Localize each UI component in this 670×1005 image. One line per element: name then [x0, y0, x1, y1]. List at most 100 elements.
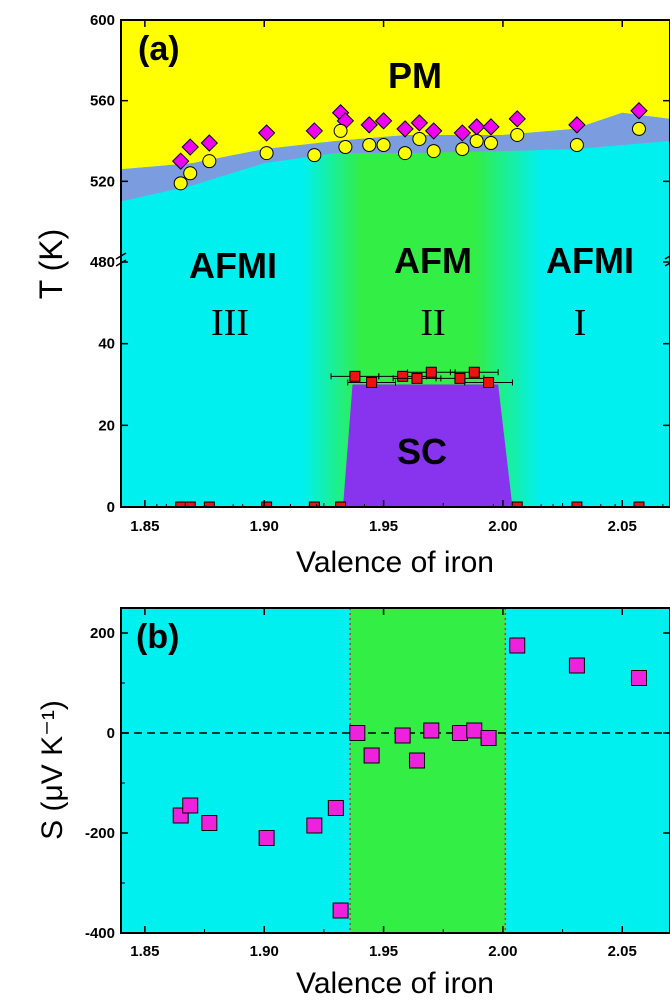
x-tick-label: 2.00 — [488, 518, 517, 535]
circle-point — [483, 136, 498, 151]
diamond-point — [360, 116, 378, 134]
diamond-point — [424, 122, 443, 140]
seebeck-point — [306, 817, 323, 834]
diamond-point — [181, 138, 199, 156]
panel-a-label: (a) — [138, 30, 180, 68]
square-point — [411, 372, 423, 384]
x-tick-label: 1.95 — [369, 943, 398, 960]
circle-point — [455, 142, 470, 157]
y-tick-label: 600 — [90, 12, 115, 29]
circle-point — [510, 127, 525, 142]
circle-point — [569, 138, 584, 153]
diamond-point — [453, 124, 472, 142]
square-point — [571, 501, 583, 507]
y-tick-label: 560 — [90, 93, 115, 110]
diamond-point — [374, 112, 393, 130]
circle-point — [338, 140, 353, 155]
panel-a: 1.85 1.90 1.95 2.00 2.05 480 520 560 600 0 20 40 (a… — [33, 12, 670, 579]
y-tick-label: 200 — [90, 625, 115, 642]
seebeck-point — [408, 752, 425, 769]
roman-ii-label: II — [420, 302, 445, 344]
axis-break-left — [115, 252, 127, 267]
circle-point — [202, 154, 217, 169]
seebeck-point — [258, 830, 275, 846]
square-point — [349, 370, 361, 382]
panel-b-axes: 1.85 1.90 1.95 2.00 2.05 -400 -200 0 200 — [85, 607, 670, 960]
seebeck-point — [201, 815, 218, 831]
sc-label: SC — [397, 431, 447, 472]
seebeck-point — [630, 670, 647, 686]
transition-band — [121, 112, 670, 202]
square-point — [184, 501, 196, 507]
y-tick-label: 480 — [90, 254, 115, 271]
circle-point — [307, 148, 322, 163]
seebeck-point — [451, 725, 468, 741]
x-tick-label: 2.05 — [608, 943, 637, 960]
y-tick-label: 520 — [90, 173, 115, 190]
square-point — [397, 370, 409, 382]
y-tick-label: 0 — [107, 725, 115, 742]
axis-break-right — [664, 255, 670, 267]
circle-point — [376, 138, 391, 153]
x-tick-label: 1.90 — [250, 943, 279, 960]
seebeck-point — [568, 657, 585, 674]
circle-point — [412, 131, 427, 146]
pm-label: PM — [388, 55, 442, 96]
square-point — [175, 501, 187, 507]
roman-iii-label: III — [211, 302, 249, 344]
seebeck-point — [423, 722, 440, 739]
diamond-point — [257, 124, 276, 142]
circle-point — [362, 138, 377, 153]
diamond-point — [568, 116, 586, 134]
diamond-point — [171, 152, 190, 170]
square-point — [308, 501, 320, 507]
panel-b-label: (b) — [136, 618, 179, 656]
panel-b-markers — [172, 637, 647, 919]
square-point — [366, 376, 378, 388]
x-tick-label: 1.85 — [130, 518, 159, 535]
seebeck-point — [349, 725, 366, 741]
panel-a-ylabel: T (K) — [33, 229, 69, 300]
circle-point — [631, 121, 646, 136]
circle-point — [398, 146, 413, 161]
y-tick-label: -200 — [85, 825, 115, 842]
circle-point — [173, 176, 188, 191]
afmi-right-label: AFMI — [546, 240, 634, 281]
seebeck-point — [394, 727, 411, 744]
square-point — [335, 501, 347, 507]
circle-point — [426, 144, 441, 159]
square-point — [483, 376, 495, 388]
seebeck-point — [327, 800, 344, 816]
square-point — [203, 501, 215, 507]
afm-band-b — [350, 608, 506, 933]
y-tick-label: 20 — [98, 417, 115, 434]
roman-i-label: I — [574, 302, 587, 344]
circle-point — [333, 123, 348, 138]
panel-b: 1.85 1.90 1.95 2.00 2.05 -400 -200 0 200 (b) Val… — [36, 607, 670, 1000]
diamond-point — [200, 134, 219, 152]
seebeck-point — [363, 747, 380, 764]
afm-label: AFM — [394, 240, 472, 281]
square-point — [468, 366, 480, 378]
afmi-left-label: AFMI — [189, 245, 277, 286]
seebeck-point — [480, 730, 497, 746]
x-tick-label: 2.05 — [608, 518, 637, 535]
panel-a-axes: 1.85 1.90 1.95 2.00 2.05 480 520 560 600 0 20 40 — [90, 12, 670, 535]
x-tick-label: 2.00 — [488, 943, 517, 960]
y-tick-label: -400 — [85, 925, 115, 942]
diamond-point — [508, 110, 526, 128]
pm-region — [121, 20, 670, 170]
x-tick-label: 1.85 — [130, 943, 159, 960]
diamond-point — [630, 102, 648, 120]
square-point — [425, 366, 437, 378]
seebeck-point — [509, 637, 526, 654]
seebeck-point — [332, 902, 349, 919]
seebeck-point — [182, 797, 199, 814]
diamond-point — [305, 122, 324, 140]
square-point — [261, 501, 273, 507]
circle-point — [183, 166, 198, 181]
square-point — [511, 501, 523, 507]
panel-b-xlabel: Valence of iron — [296, 967, 494, 1000]
panel-b-frame — [120, 607, 670, 934]
